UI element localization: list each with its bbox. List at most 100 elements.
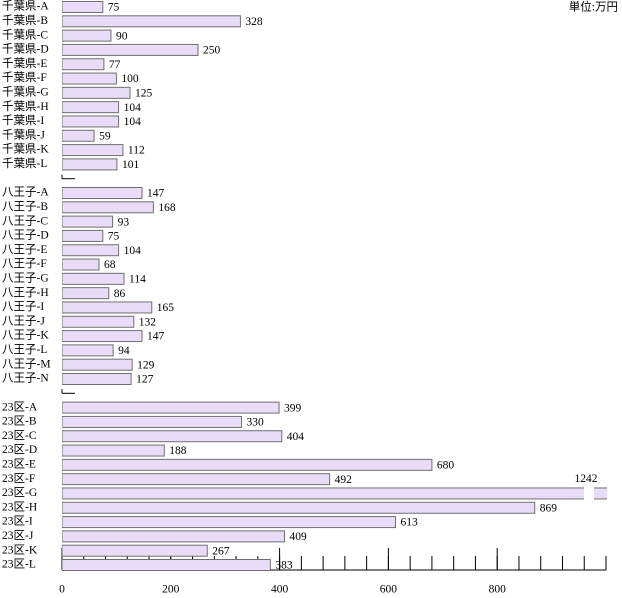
y-tick-label: 千葉県-D: [2, 43, 49, 56]
bar: [62, 430, 283, 443]
bar: [62, 501, 536, 514]
bar: [62, 15, 241, 28]
y-tick-label: 千葉県-A: [2, 0, 49, 13]
bar: [62, 201, 154, 214]
value-label: 165: [157, 302, 175, 314]
value-label: 100: [121, 73, 138, 85]
bar: [62, 187, 143, 199]
y-tick-label: 八王子-L: [2, 343, 47, 356]
bar: [62, 487, 607, 500]
bar: [62, 287, 110, 300]
bar: [62, 401, 280, 414]
value-label: 104: [124, 102, 141, 114]
bar: [62, 344, 114, 357]
value-label: 104: [124, 245, 141, 257]
y-tick-label: 八王子-E: [2, 243, 47, 256]
y-tick-label: 23区-H: [2, 501, 37, 513]
y-tick-label: 千葉県-H: [2, 100, 49, 113]
value-label: 101: [122, 159, 140, 171]
bar: [62, 129, 95, 142]
bar: [62, 115, 120, 128]
bar: [62, 530, 285, 543]
y-tick-label: 千葉県-L: [2, 157, 47, 170]
bar: [62, 373, 132, 385]
value-label: 93: [118, 216, 130, 228]
y-tick-label: 八王子-H: [2, 286, 49, 299]
value-label: 869: [540, 502, 558, 514]
value-label: 147: [147, 188, 165, 200]
y-tick-label: 千葉県-J: [2, 128, 45, 141]
value-label: 112: [128, 145, 145, 157]
y-tick-label: 23区-L: [2, 559, 36, 571]
bar: [62, 516, 396, 529]
y-tick-label: 千葉県-I: [2, 114, 44, 127]
value-label: 330: [247, 417, 265, 429]
value-label: 125: [135, 87, 153, 99]
y-tick-label: 八王子-M: [2, 357, 51, 370]
value-label: 129: [137, 359, 155, 371]
value-label: 383: [275, 560, 293, 572]
y-tick-label: 23区-D: [2, 444, 37, 456]
y-tick-label: 八王子-K: [2, 329, 49, 342]
y-tick-label: 23区-A: [2, 401, 38, 413]
axis-break: [584, 486, 594, 501]
bar: [62, 544, 208, 557]
x-tick-label: 400: [271, 584, 289, 596]
y-tick-label: 八王子-D: [2, 229, 49, 242]
x-tick-label: 800: [489, 584, 507, 596]
bar: [62, 101, 120, 114]
y-tick-label: 八王子-C: [2, 214, 48, 227]
y-tick-label: 八王子-G: [2, 271, 49, 284]
value-label: 399: [284, 402, 302, 414]
value-label: 147: [147, 331, 165, 343]
bar: [62, 86, 131, 99]
y-tick-label: 23区-F: [2, 473, 35, 485]
value-label: 77: [109, 59, 121, 71]
value-label: 267: [212, 545, 230, 557]
value-label: 613: [400, 517, 418, 529]
bar: [62, 72, 117, 85]
y-tick-label: 八王子-A: [2, 186, 49, 199]
y-tick-label: 23区-C: [2, 430, 37, 442]
bar: [62, 29, 112, 42]
value-label: 86: [114, 288, 126, 300]
bar: [62, 158, 118, 171]
y-tick-label: 23区-E: [2, 458, 36, 470]
value-label: 104: [124, 116, 141, 128]
bar: [62, 330, 143, 343]
y-tick-label: 千葉県-G: [2, 85, 49, 98]
bar: [62, 415, 243, 428]
bar: [62, 1, 104, 13]
value-label: 250: [203, 45, 221, 57]
value-label: 75: [108, 2, 120, 14]
value-label: 127: [136, 374, 154, 386]
value-label: 94: [118, 345, 130, 357]
y-tick-label: 八王子-B: [2, 200, 48, 213]
value-label: 409: [289, 531, 307, 543]
bar: [62, 458, 433, 471]
bar: [62, 272, 125, 285]
x-tick-label: 0: [59, 584, 65, 596]
y-tick-label: 23区-K: [2, 544, 38, 556]
bar: [62, 473, 331, 486]
x-tick-label: 600: [380, 584, 398, 596]
value-label: 90: [116, 30, 128, 42]
bar: [62, 144, 124, 157]
bar: [62, 559, 271, 571]
value-label: 492: [335, 474, 353, 486]
x-tick-label: 200: [162, 584, 180, 596]
value-label: 68: [104, 259, 116, 271]
y-tick-label: 23区-J: [2, 530, 34, 542]
value-label: 75: [108, 231, 120, 243]
y-tick-label: 千葉県-E: [2, 57, 47, 70]
bar: [62, 358, 133, 371]
value-label: 114: [129, 273, 146, 285]
bar: [62, 58, 105, 71]
y-tick-label: 八王子-I: [2, 300, 44, 313]
bar: [62, 229, 104, 242]
unit-label: 単位:万円: [569, 0, 618, 14]
value-label: 188: [169, 445, 187, 457]
bar: [62, 444, 165, 457]
y-tick-label: 八王子-J: [2, 314, 45, 327]
